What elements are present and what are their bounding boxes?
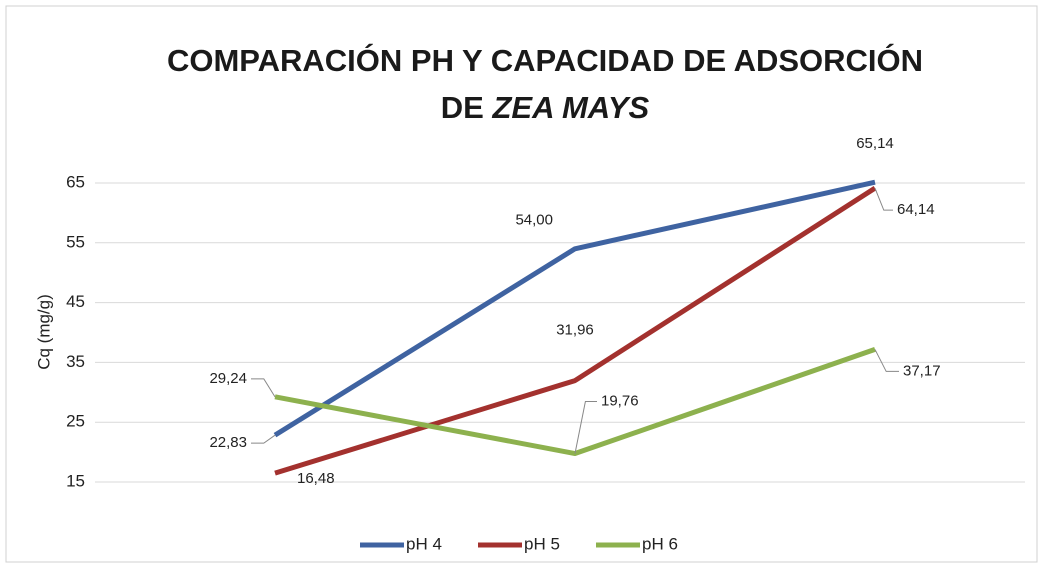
y-tick-label: 45 (66, 292, 85, 311)
data-label: 31,96 (556, 322, 594, 339)
line-series (274, 186, 877, 476)
leader-line (874, 187, 893, 211)
chart-title-part: DE (441, 90, 484, 125)
y-tick-label: 55 (66, 232, 85, 251)
line-series (273, 179, 876, 438)
legend-label: pH 4 (406, 534, 442, 553)
legend-label: pH 6 (642, 534, 678, 553)
data-label: 19,76 (601, 393, 639, 410)
leader-line (251, 378, 276, 398)
y-tick-label: 25 (66, 412, 85, 431)
data-label: 54,00 (515, 212, 553, 229)
data-label: 37,17 (903, 362, 941, 379)
leader-line (574, 401, 597, 454)
data-label: 16,48 (297, 470, 335, 487)
legend-label: pH 5 (524, 534, 560, 553)
chart-title: DE ZEA MAYS (441, 90, 650, 125)
chart-title-part: ZEA MAYS (491, 90, 649, 125)
y-tick-label: 15 (66, 471, 85, 490)
y-tick-label: 35 (66, 352, 85, 371)
data-label: 22,83 (209, 434, 247, 451)
data-label: 65,14 (856, 135, 894, 152)
data-label: 29,24 (209, 370, 247, 387)
y-axis-label: Cq (mg/g) (34, 294, 53, 370)
leader-line (251, 434, 276, 444)
y-tick-label: 65 (66, 172, 85, 191)
leader-line (874, 349, 899, 372)
chart-title: COMPARACIÓN PH Y CAPACIDAD DE ADSORCIÓN (167, 42, 923, 78)
data-label: 64,14 (897, 201, 935, 218)
